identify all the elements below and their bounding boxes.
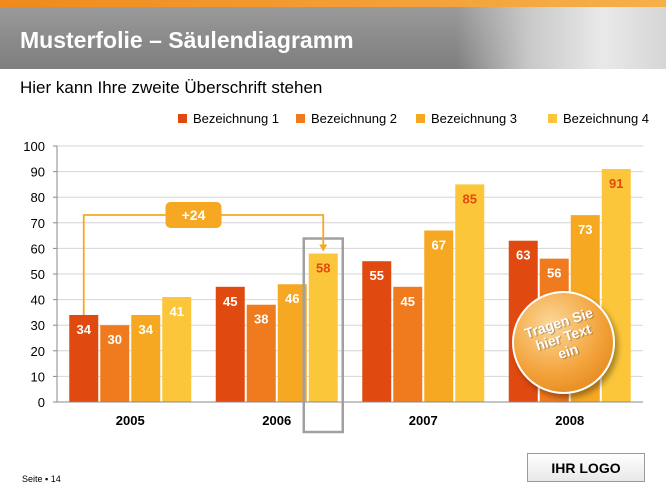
callout-circle: Tragen Sie hier Text ein [512,291,615,394]
slide-title: Musterfolie – Säulendiagramm [20,27,354,53]
data-label: 91 [609,176,623,191]
slide-header [0,7,666,69]
y-tick-label: 30 [31,318,45,333]
bar [424,230,454,402]
x-tick-label: 2006 [262,413,291,428]
bar [308,253,338,402]
data-label: 34 [77,322,92,337]
data-label: 55 [370,268,384,283]
bar [162,297,192,402]
bracket-arrowhead [319,244,328,252]
legend-label: Bezeichnung 4 [563,111,649,126]
x-tick-label: 2007 [409,413,438,428]
x-tick-label: 2008 [555,413,584,428]
data-label: 63 [516,248,530,263]
y-tick-label: 100 [23,139,45,154]
data-label: 67 [432,237,446,252]
legend-label: Bezeichnung 2 [311,111,397,126]
y-tick-label: 40 [31,293,45,308]
y-tick-label: 80 [31,190,45,205]
data-label: 56 [547,266,561,281]
data-label: 38 [254,312,268,327]
delta-badge [165,202,222,228]
y-tick-label: 70 [31,216,45,231]
delta-label: +24 [182,207,206,223]
header-photo [456,7,666,69]
legend-label: Bezeichnung 3 [431,111,517,126]
legend-swatch [416,114,425,123]
data-label: 30 [108,332,122,347]
legend-swatch [178,114,187,123]
logo-placeholder: IHR LOGO [527,453,645,482]
bar [131,314,161,402]
bar [246,304,276,402]
annotations: +24 [82,202,344,434]
data-label: 45 [223,294,237,309]
bar [393,286,423,402]
bar [455,184,485,402]
data-label: 34 [139,322,154,337]
x-tick-label: 2005 [116,413,145,428]
y-tick-label: 50 [31,267,45,282]
bar [215,286,245,402]
slide-subtitle: Hier kann Ihre zweite Überschrift stehen [20,78,323,97]
bar [362,261,392,402]
data-label: 58 [316,261,330,276]
bar [69,314,99,402]
y-tick-label: 90 [31,165,45,180]
axes: 0 10 20 30 40 50 60 70 80 90 100 2005 2006 2007 2008 [23,139,643,428]
data-label: 73 [578,222,592,237]
legend: Bezeichnung 1 Bezeichnung 2 Bezeichnung 3 B… [178,111,649,126]
page-number: Seite ▪ 14 [22,474,61,484]
y-tick-label: 20 [31,344,45,359]
y-tick-label: 60 [31,241,45,256]
legend-swatch [548,114,557,123]
data-label: 41 [170,304,184,319]
data-label: 45 [401,294,415,309]
legend-swatch [296,114,305,123]
y-tick-label: 10 [31,369,45,384]
data-label: 46 [285,291,299,306]
callout-text: Tragen Sie hier Text ein [509,301,617,374]
header-accent-line [0,0,666,7]
legend-label: Bezeichnung 1 [193,111,279,126]
bar [100,325,130,402]
bar [277,284,307,402]
y-tick-label: 0 [38,395,45,410]
data-label: 85 [463,191,477,206]
